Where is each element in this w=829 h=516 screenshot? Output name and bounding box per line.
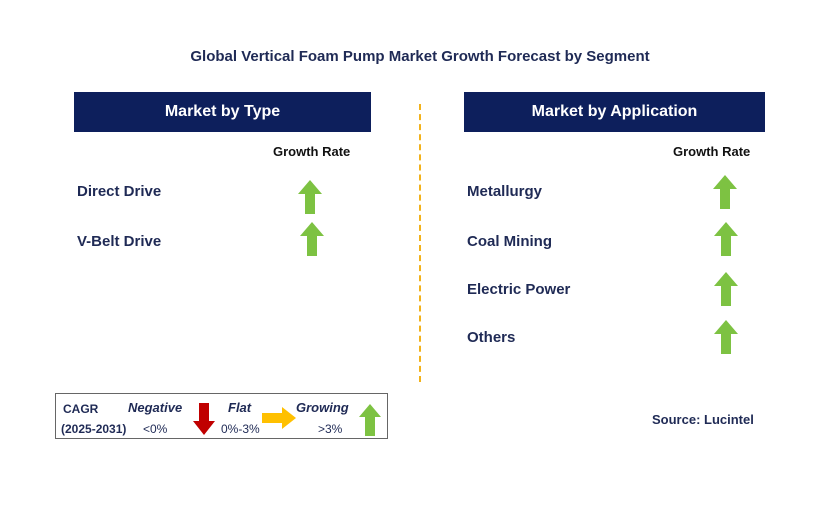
up-arrow-icon <box>300 222 324 256</box>
up-arrow-icon <box>714 272 738 306</box>
growth-rate-label-application: Growth Rate <box>673 144 751 159</box>
segment-label-direct-drive: Direct Drive <box>77 183 162 200</box>
down-arrow-icon <box>193 403 215 435</box>
legend-period-label: (2025-2031) <box>61 422 127 436</box>
growth-rate-label-type: Growth Rate <box>273 144 351 159</box>
legend-negative-value: <0% <box>143 422 168 436</box>
up-arrow-icon <box>298 180 322 214</box>
up-arrow-icon <box>713 175 737 209</box>
right-arrow-icon <box>262 407 296 429</box>
panel-header-type: Market by Type <box>74 92 371 132</box>
cagr-legend: CAGR (2025-2031) Negative <0% Flat 0%-3%… <box>55 393 388 439</box>
page-title: Global Vertical Foam Pump Market Growth … <box>190 48 650 65</box>
segment-label-v-belt-drive: V-Belt Drive <box>77 233 162 250</box>
legend-cagr-label: CAGR <box>63 402 99 416</box>
segment-label-others: Others <box>467 329 516 346</box>
panel-divider <box>419 104 421 382</box>
segment-label-metallurgy: Metallurgy <box>467 183 543 200</box>
legend-growing-label: Growing <box>296 400 349 415</box>
legend-growing-value: >3% <box>318 422 343 436</box>
source-label: Source: Lucintel <box>652 412 754 427</box>
up-arrow-icon <box>359 404 381 436</box>
legend-negative-label: Negative <box>128 400 183 415</box>
up-arrow-icon <box>714 320 738 354</box>
panel-header-application: Market by Application <box>464 92 765 132</box>
segment-label-electric-power: Electric Power <box>467 281 571 298</box>
segment-label-coal-mining: Coal Mining <box>467 233 552 250</box>
legend-flat-value: 0%-3% <box>221 422 260 436</box>
up-arrow-icon <box>714 222 738 256</box>
legend-flat-label: Flat <box>228 400 252 415</box>
